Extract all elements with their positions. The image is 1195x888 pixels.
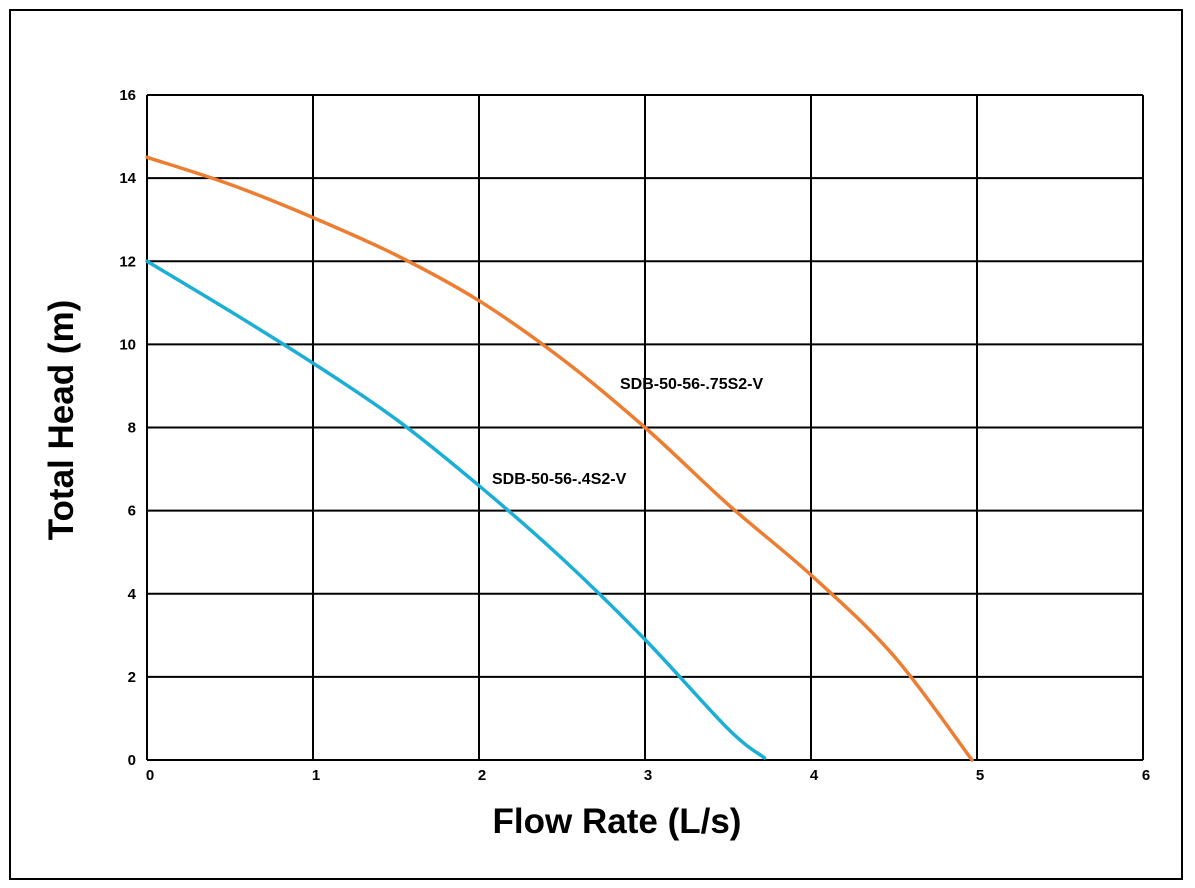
x-tick-label-1: 1 <box>312 767 320 784</box>
x-tick-labels: 0 1 2 3 4 5 6 <box>146 767 1150 784</box>
x-tick-label-4: 4 <box>810 767 819 784</box>
y-tick-labels: 0 2 4 6 8 10 12 14 16 <box>119 87 136 769</box>
x-tick-label-0: 0 <box>146 767 154 784</box>
series-line-1 <box>145 259 767 760</box>
x-tick-label-5: 5 <box>976 767 984 784</box>
series-label-orange: SDB-50-56-.75S2-V <box>620 376 764 393</box>
y-tick-label-7: 14 <box>119 170 136 187</box>
series-label-blue: SDB-50-56-.4S2-V <box>492 471 627 488</box>
grid <box>146 94 1144 761</box>
y-axis-title: Total Head (m) <box>42 300 81 540</box>
x-tick-label-3: 3 <box>644 767 652 784</box>
y-tick-label-0: 0 <box>128 752 136 769</box>
x-tick-label-6: 6 <box>1142 767 1150 784</box>
x-axis-title: Flow Rate (L/s) <box>493 802 742 841</box>
y-tick-label-4: 8 <box>128 420 136 437</box>
y-tick-label-1: 2 <box>128 669 136 686</box>
y-tick-label-3: 6 <box>128 503 136 520</box>
x-tick-label-2: 2 <box>478 767 486 784</box>
y-tick-label-5: 10 <box>119 336 136 353</box>
y-tick-label-8: 16 <box>119 87 136 104</box>
chart-frame <box>9 9 1183 880</box>
y-tick-label-2: 4 <box>128 586 137 603</box>
series-line-0 <box>145 155 974 762</box>
y-tick-label-6: 12 <box>119 253 136 270</box>
curves <box>145 155 974 762</box>
